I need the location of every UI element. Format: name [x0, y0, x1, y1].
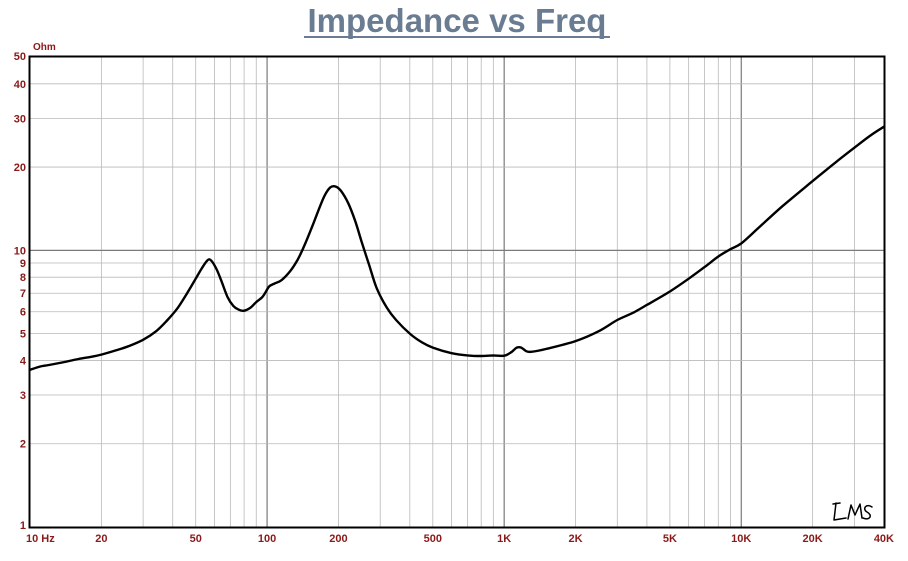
y-tick-labels: 1 2 3 4 5 6 7 8 910 20 30 40 50	[14, 51, 27, 532]
x-tick-label: 100	[258, 533, 276, 545]
plot-frame	[28, 55, 886, 529]
y-tick-label: 9	[20, 258, 26, 270]
lms-logo	[832, 502, 873, 521]
y-tick-label: 2	[20, 439, 26, 451]
x-tick-labels: 10 Hz 20 50 100 200 500 1K 2K 5K 10K 20K 40K	[26, 533, 894, 545]
impedance-curve	[28, 125, 886, 371]
x-tick-label: 20	[95, 533, 107, 545]
chart-title: Impedance vs Freq	[308, 2, 607, 39]
y-tick-label: 4	[20, 355, 27, 367]
y-axis-unit-label: Ohm	[33, 42, 56, 53]
x-tick-label: 200	[329, 533, 347, 545]
series-group	[28, 125, 886, 371]
y-tick-label: 7	[20, 288, 26, 300]
x-tick-label: 10K	[731, 533, 751, 545]
x-tick-label: 20K	[803, 533, 823, 545]
y-tick-label: 1	[20, 520, 26, 532]
grid	[30, 57, 884, 527]
x-tick-label: 1K	[497, 533, 511, 545]
y-tick-label: 40	[14, 79, 26, 91]
y-tick-label: 3	[20, 390, 26, 402]
y-tick-label: 6	[20, 307, 26, 319]
y-tick-label: 50	[14, 51, 26, 63]
y-tick-label: 20	[14, 162, 26, 174]
x-tick-label: 50	[190, 533, 202, 545]
y-tick-label: 8	[20, 272, 26, 284]
x-tick-label: 10 Hz	[26, 533, 55, 545]
y-tick-label: 5	[20, 329, 26, 341]
y-tick-label: 30	[14, 113, 26, 125]
x-tick-label: 2K	[569, 533, 583, 545]
x-tick-label: 500	[424, 533, 442, 545]
y-tick-label: 10	[14, 245, 26, 257]
x-tick-label: 5K	[663, 533, 677, 545]
x-tick-label: 40K	[874, 533, 894, 545]
